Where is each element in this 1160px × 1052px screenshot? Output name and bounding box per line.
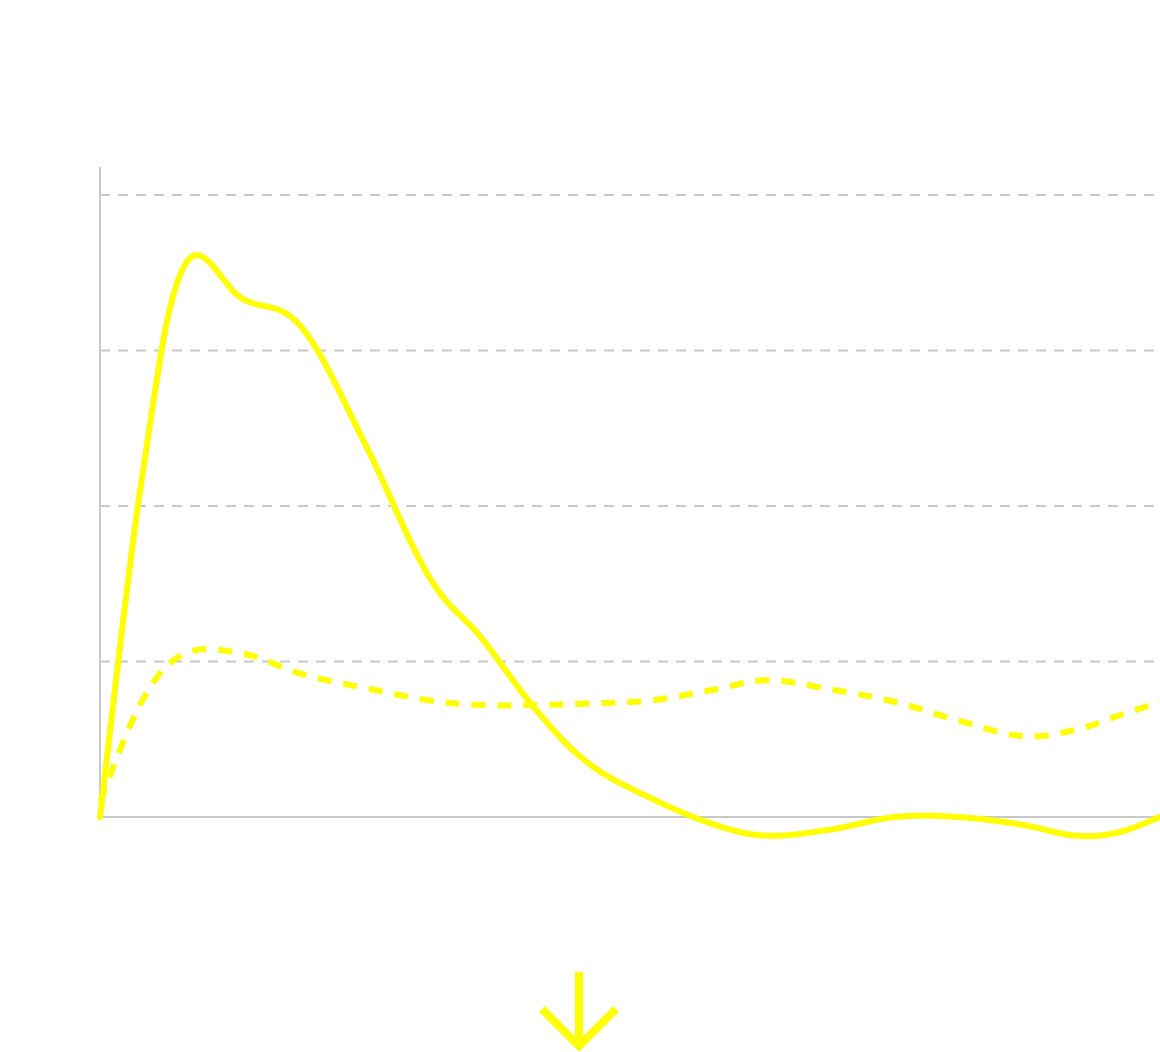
series-line-dashed xyxy=(97,646,1160,803)
axes xyxy=(99,167,1160,818)
series-layer xyxy=(97,252,1160,840)
grid-lines xyxy=(100,194,1160,663)
arrow-down-icon[interactable] xyxy=(539,972,619,1052)
series-line-solid xyxy=(97,252,1160,840)
arrow-down-icon-head xyxy=(539,1006,619,1052)
